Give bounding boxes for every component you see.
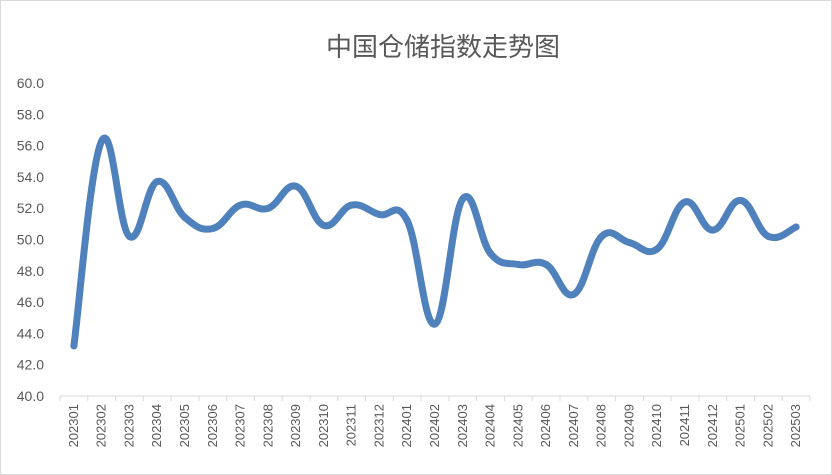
- x-tick-label: 202308: [260, 404, 275, 447]
- x-tick-label: 202404: [483, 404, 498, 447]
- x-tick-label: 202409: [621, 404, 636, 447]
- data-point: [487, 250, 495, 258]
- x-tick-label: 202502: [760, 404, 775, 447]
- x-tick-label: 202501: [733, 404, 748, 447]
- data-point: [125, 232, 133, 240]
- y-tick-label: 40.0: [17, 388, 44, 404]
- y-tick-label: 54.0: [17, 169, 44, 185]
- data-point: [264, 204, 272, 212]
- data-point: [514, 261, 522, 269]
- data-point: [792, 223, 800, 231]
- x-tick-label: 202408: [594, 404, 609, 447]
- data-point: [459, 195, 467, 203]
- y-tick-label: 44.0: [17, 325, 44, 341]
- y-tick-label: 42.0: [17, 357, 44, 373]
- y-axis: 40.0 42.0 44.0 46.0 48.0 50.0 52.0 54.0 56.0 58.0…: [17, 75, 44, 404]
- x-axis: 202301 202302 202303 202304 202305 202306 2023…: [59, 396, 811, 447]
- data-point: [153, 178, 161, 186]
- x-tick-label: 202302: [94, 404, 109, 447]
- data-point: [598, 232, 606, 240]
- x-tick-label: 202312: [371, 404, 386, 447]
- y-tick-label: 48.0: [17, 263, 44, 279]
- y-tick-label: 56.0: [17, 138, 44, 154]
- data-point: [625, 239, 633, 247]
- data-point: [570, 290, 578, 298]
- y-tick-label: 58.0: [17, 106, 44, 122]
- x-tick-label: 202412: [705, 404, 720, 447]
- y-tick-label: 52.0: [17, 200, 44, 216]
- y-tick-label: 60.0: [17, 75, 44, 91]
- x-tick-label: 202301: [66, 404, 81, 447]
- x-tick-label: 202305: [177, 404, 192, 447]
- x-tick-label: 202307: [233, 404, 248, 447]
- data-point: [431, 320, 439, 328]
- data-point: [403, 217, 411, 225]
- data-point: [209, 225, 217, 233]
- data-point: [653, 245, 661, 253]
- x-tick-label: 202410: [649, 404, 664, 447]
- y-tick-label: 46.0: [17, 294, 44, 310]
- data-point: [681, 198, 689, 206]
- x-tick-label: 202405: [510, 404, 525, 447]
- data-point: [375, 210, 383, 218]
- x-tick-label: 202304: [149, 404, 164, 447]
- x-tick-label: 202403: [455, 404, 470, 447]
- x-tick-label: 202309: [288, 404, 303, 447]
- chart-title: 中国仓储指数走势图: [326, 33, 560, 63]
- data-point: [181, 214, 189, 222]
- data-point: [709, 226, 717, 234]
- data-point: [292, 182, 300, 190]
- data-point: [70, 342, 78, 350]
- data-point: [737, 196, 745, 204]
- series-group: [70, 134, 800, 350]
- x-tick-label: 202402: [427, 404, 442, 447]
- x-tick-label: 202407: [566, 404, 581, 447]
- x-tick-label: 202406: [538, 404, 553, 447]
- x-tick-label: 202411: [677, 404, 692, 446]
- data-point: [237, 201, 245, 209]
- x-tick-label: 202503: [788, 404, 803, 447]
- data-point: [348, 201, 356, 209]
- x-tick-label: 202306: [205, 404, 220, 447]
- x-tick-label: 202311: [344, 404, 359, 446]
- data-point: [320, 221, 328, 229]
- x-tick-label: 202310: [316, 404, 331, 447]
- data-point: [98, 137, 106, 145]
- data-point: [764, 232, 772, 240]
- series-line-0: [70, 134, 800, 350]
- x-tick-label: 202401: [399, 404, 414, 447]
- y-tick-label: 50.0: [17, 232, 44, 248]
- x-tick-label: 202303: [121, 404, 136, 447]
- data-point: [542, 261, 550, 269]
